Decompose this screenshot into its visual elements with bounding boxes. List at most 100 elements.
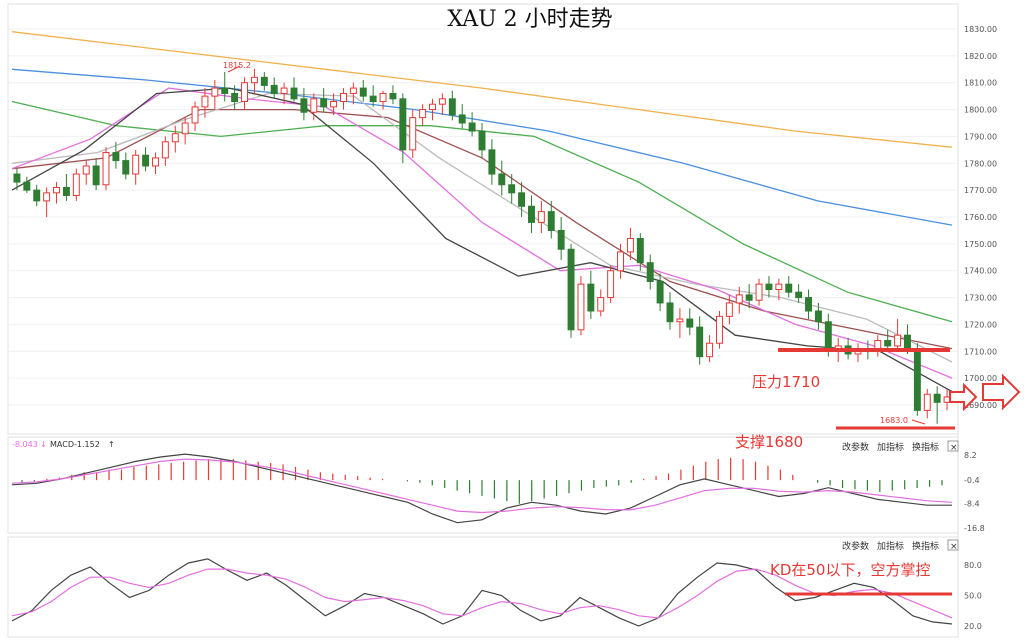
kd-annotation: KD在50以下，空方掌控 [770,561,930,579]
chart-title: XAU 2 小时走势 [447,7,612,32]
candle [716,311,723,349]
candle-body [399,98,407,151]
candle [231,85,239,110]
candle [725,294,733,325]
candle [43,187,51,217]
candle-body [607,270,615,299]
candle-body [369,95,377,103]
low-marker: 1683.0 [880,416,926,425]
candle-body [429,103,436,111]
candle-body [260,76,268,86]
candle-body [824,321,832,352]
candle-body [320,98,328,108]
candle-body [597,297,605,312]
candle-body [617,251,624,272]
candle [795,284,803,303]
candle-body [884,340,892,347]
candle-body [112,152,120,162]
candle [310,93,318,121]
price-tick-label: 1710.00 [964,347,997,356]
candle-body [686,318,694,328]
macd-histogram [21,457,943,504]
candle-body [933,393,941,403]
candle-body [241,82,248,103]
candle [122,152,130,180]
candle-body [181,122,189,135]
candle [913,343,921,416]
candle-body [23,181,31,191]
candle [221,71,229,102]
candle [72,168,80,201]
candle [92,157,100,191]
moving-average-line [11,87,953,393]
kd-axis: 80.0 50.0 20.0 [964,561,982,631]
candle-body [290,87,298,100]
candle [755,278,763,306]
moving-average-line [11,31,953,148]
macd-panel [7,436,959,534]
candle-body [122,160,130,175]
macd-dea-line [11,458,953,514]
candle-body [409,117,417,151]
candle [152,152,159,175]
candle [933,386,941,424]
candle [577,276,585,336]
candle [290,77,298,102]
candle [735,286,743,314]
arrow-up-icon: ↑ [108,440,115,449]
kd-d-line [11,568,953,619]
switch-indicator-button[interactable]: 换指标 [912,540,939,552]
add-indicator-button[interactable]: 加指标 [877,540,904,552]
arrow-right-icon [949,382,978,412]
candle-body [419,109,427,119]
macd-tick-label: -8.4 [964,499,980,508]
candle [429,98,436,121]
candle-body [191,106,199,124]
candle-body [656,280,664,304]
candle [211,80,219,110]
candle [706,335,714,363]
macd-header: -8.043 ↓ MACD -1.152 ↑ [12,440,115,449]
change-params-button[interactable]: 改参数 [842,540,869,552]
candle [161,136,169,166]
candle-body [33,189,41,202]
switch-indicator-button[interactable]: 换指标 [912,441,939,453]
change-params-button[interactable]: 改参数 [842,441,869,453]
candle-body [805,297,812,312]
candle [270,77,278,99]
candle [300,88,308,121]
moving-average-line [11,68,953,226]
candle-body [300,98,308,113]
candle [419,104,427,126]
candle [666,292,674,330]
candle [132,149,140,185]
candle [409,109,417,158]
close-macd-button[interactable] [947,440,959,452]
price-tick-label: 1690.00 [964,401,997,410]
candle [498,160,506,196]
candle-body [250,76,258,84]
candle [488,139,496,185]
add-indicator-button[interactable]: 加指标 [877,441,904,453]
candle-body [587,283,595,312]
kd-tick-label: 80.0 [964,561,982,570]
macd-tick-label: -16.8 [964,524,985,533]
candle [320,88,328,113]
kd-k-line [11,558,953,627]
candle-body [13,173,21,183]
candle [805,289,812,320]
price-tick-label: 1800.00 [964,106,997,115]
price-tick-label: 1720.00 [964,320,997,329]
candle-body [201,95,209,108]
candle [191,101,199,132]
price-tick-label: 1740.00 [964,267,997,276]
candle-body [795,291,803,299]
candle-body [498,173,506,186]
kd-tick-label: 50.0 [964,592,982,601]
candle [468,112,476,137]
candle [745,284,753,309]
candle-body [221,87,229,94]
candle [508,174,516,204]
candle [626,227,634,260]
close-kd-button[interactable] [947,539,959,551]
